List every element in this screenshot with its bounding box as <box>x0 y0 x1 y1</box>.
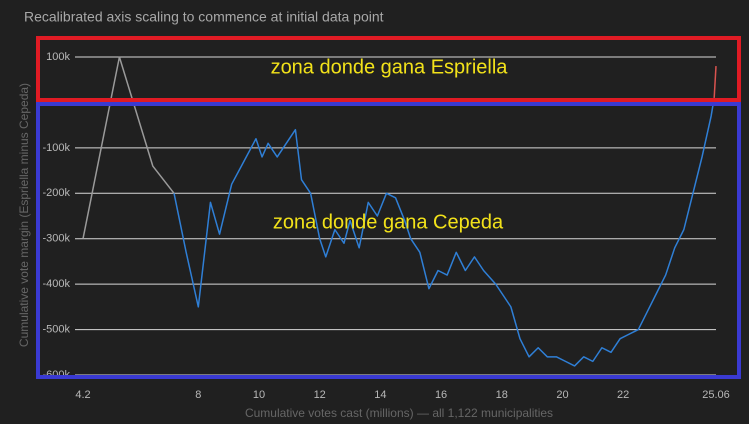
x-tick-label: 12 <box>314 389 326 401</box>
x-tick-label: 14 <box>374 389 386 401</box>
series-line <box>173 97 715 367</box>
x-tick-label: 22 <box>617 389 629 401</box>
x-tick-label: 18 <box>496 389 508 401</box>
x-tick-label: 8 <box>195 389 201 401</box>
espriella-zone-box <box>36 36 741 102</box>
series-line <box>82 56 175 239</box>
y-tick-label: -300k <box>42 233 70 245</box>
x-tick-label: 10 <box>253 389 265 401</box>
grid: 100k -100k -200k -300k -400k -500k -600k 4.2 8 10… <box>42 51 729 401</box>
x-tick-label: 16 <box>435 389 447 401</box>
y-axis-label: Cumulative vote margin (Espriella minus … <box>17 83 31 347</box>
y-tick-label: -600k <box>42 369 70 381</box>
annotation: zona donde gana Espriella <box>271 56 509 78</box>
x-tick-label: 25.06 <box>702 389 730 401</box>
y-tick-label: -400k <box>42 278 70 290</box>
chart-title: Recalibrated axis scaling to commence at… <box>24 9 384 25</box>
cepeda-zone-box <box>36 102 741 379</box>
lines <box>82 56 717 367</box>
series-line <box>713 66 717 98</box>
x-axis-label: Cumulative votes cast (millions) — all 1… <box>245 406 553 420</box>
y-tick-label: -500k <box>42 323 70 335</box>
x-tick-label: 20 <box>556 389 568 401</box>
y-tick-label: 100k <box>46 51 70 63</box>
x-tick-label: 4.2 <box>75 389 90 401</box>
y-tick-label: -100k <box>42 142 70 154</box>
annotation: zona donde gana Cepeda <box>273 211 504 233</box>
y-tick-label: -200k <box>42 187 70 199</box>
